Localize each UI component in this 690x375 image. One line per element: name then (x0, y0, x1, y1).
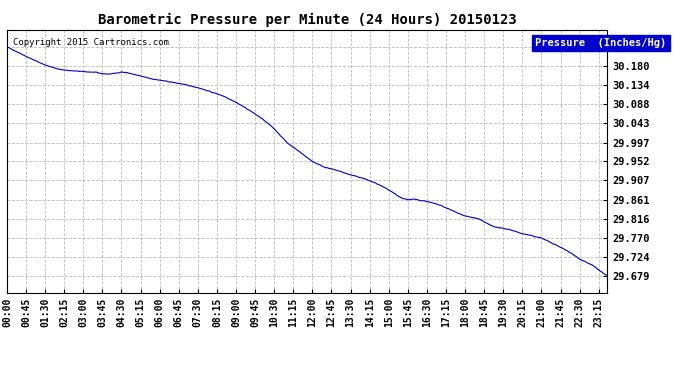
Text: Pressure  (Inches/Hg): Pressure (Inches/Hg) (535, 38, 667, 48)
Text: Copyright 2015 Cartronics.com: Copyright 2015 Cartronics.com (13, 38, 169, 47)
Title: Barometric Pressure per Minute (24 Hours) 20150123: Barometric Pressure per Minute (24 Hours… (98, 13, 516, 27)
